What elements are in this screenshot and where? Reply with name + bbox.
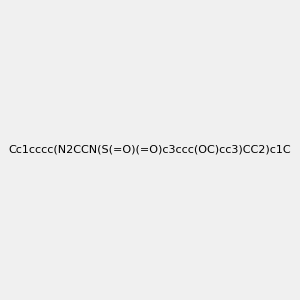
Text: Cc1cccc(N2CCN(S(=O)(=O)c3ccc(OC)cc3)CC2)c1C: Cc1cccc(N2CCN(S(=O)(=O)c3ccc(OC)cc3)CC2)… [9, 145, 291, 155]
